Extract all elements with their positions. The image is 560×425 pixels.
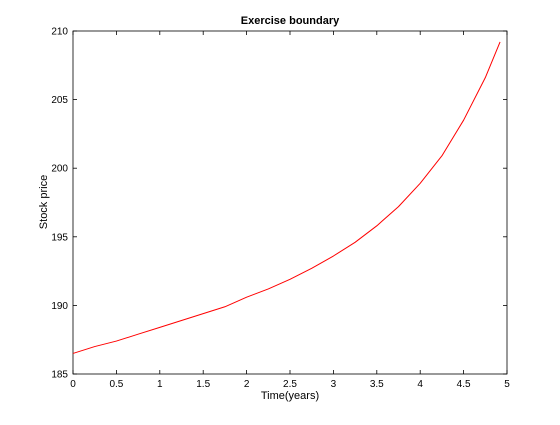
x-tick-label: 0 xyxy=(70,379,76,390)
y-tick-label: 195 xyxy=(51,232,68,243)
x-tick-label: 4.5 xyxy=(457,379,471,390)
x-tick-label: 4 xyxy=(417,379,423,390)
x-tick-label: 2.5 xyxy=(283,379,297,390)
exercise-boundary-line xyxy=(72,41,501,354)
y-tick-label: 200 xyxy=(51,164,68,175)
x-tick-label: 0.5 xyxy=(109,379,123,390)
x-tick-label: 1.5 xyxy=(196,379,210,390)
chart-title: Exercise boundary xyxy=(241,15,340,27)
series-layer xyxy=(72,41,501,354)
x-tick-label: 2 xyxy=(244,379,250,390)
plot-area xyxy=(72,30,508,375)
y-tick-label: 185 xyxy=(51,370,68,381)
x-axis-label: Time(years) xyxy=(261,390,319,402)
y-tick-label: 205 xyxy=(51,95,68,106)
y-axis: 185 190 195 200 205 210 xyxy=(51,27,507,381)
y-tick-label: 190 xyxy=(51,301,68,312)
x-tick-label: 3.5 xyxy=(370,379,384,390)
x-tick-label: 3 xyxy=(331,379,337,390)
x-tick-label: 5 xyxy=(504,379,510,390)
y-axis-label: Stock price xyxy=(38,175,50,229)
y-tick-label: 210 xyxy=(51,27,68,38)
x-axis: 0 0.5 1 1.5 2 2.5 3 3.5 4 4.5 5 xyxy=(70,31,510,390)
x-tick-label: 1 xyxy=(157,379,163,390)
